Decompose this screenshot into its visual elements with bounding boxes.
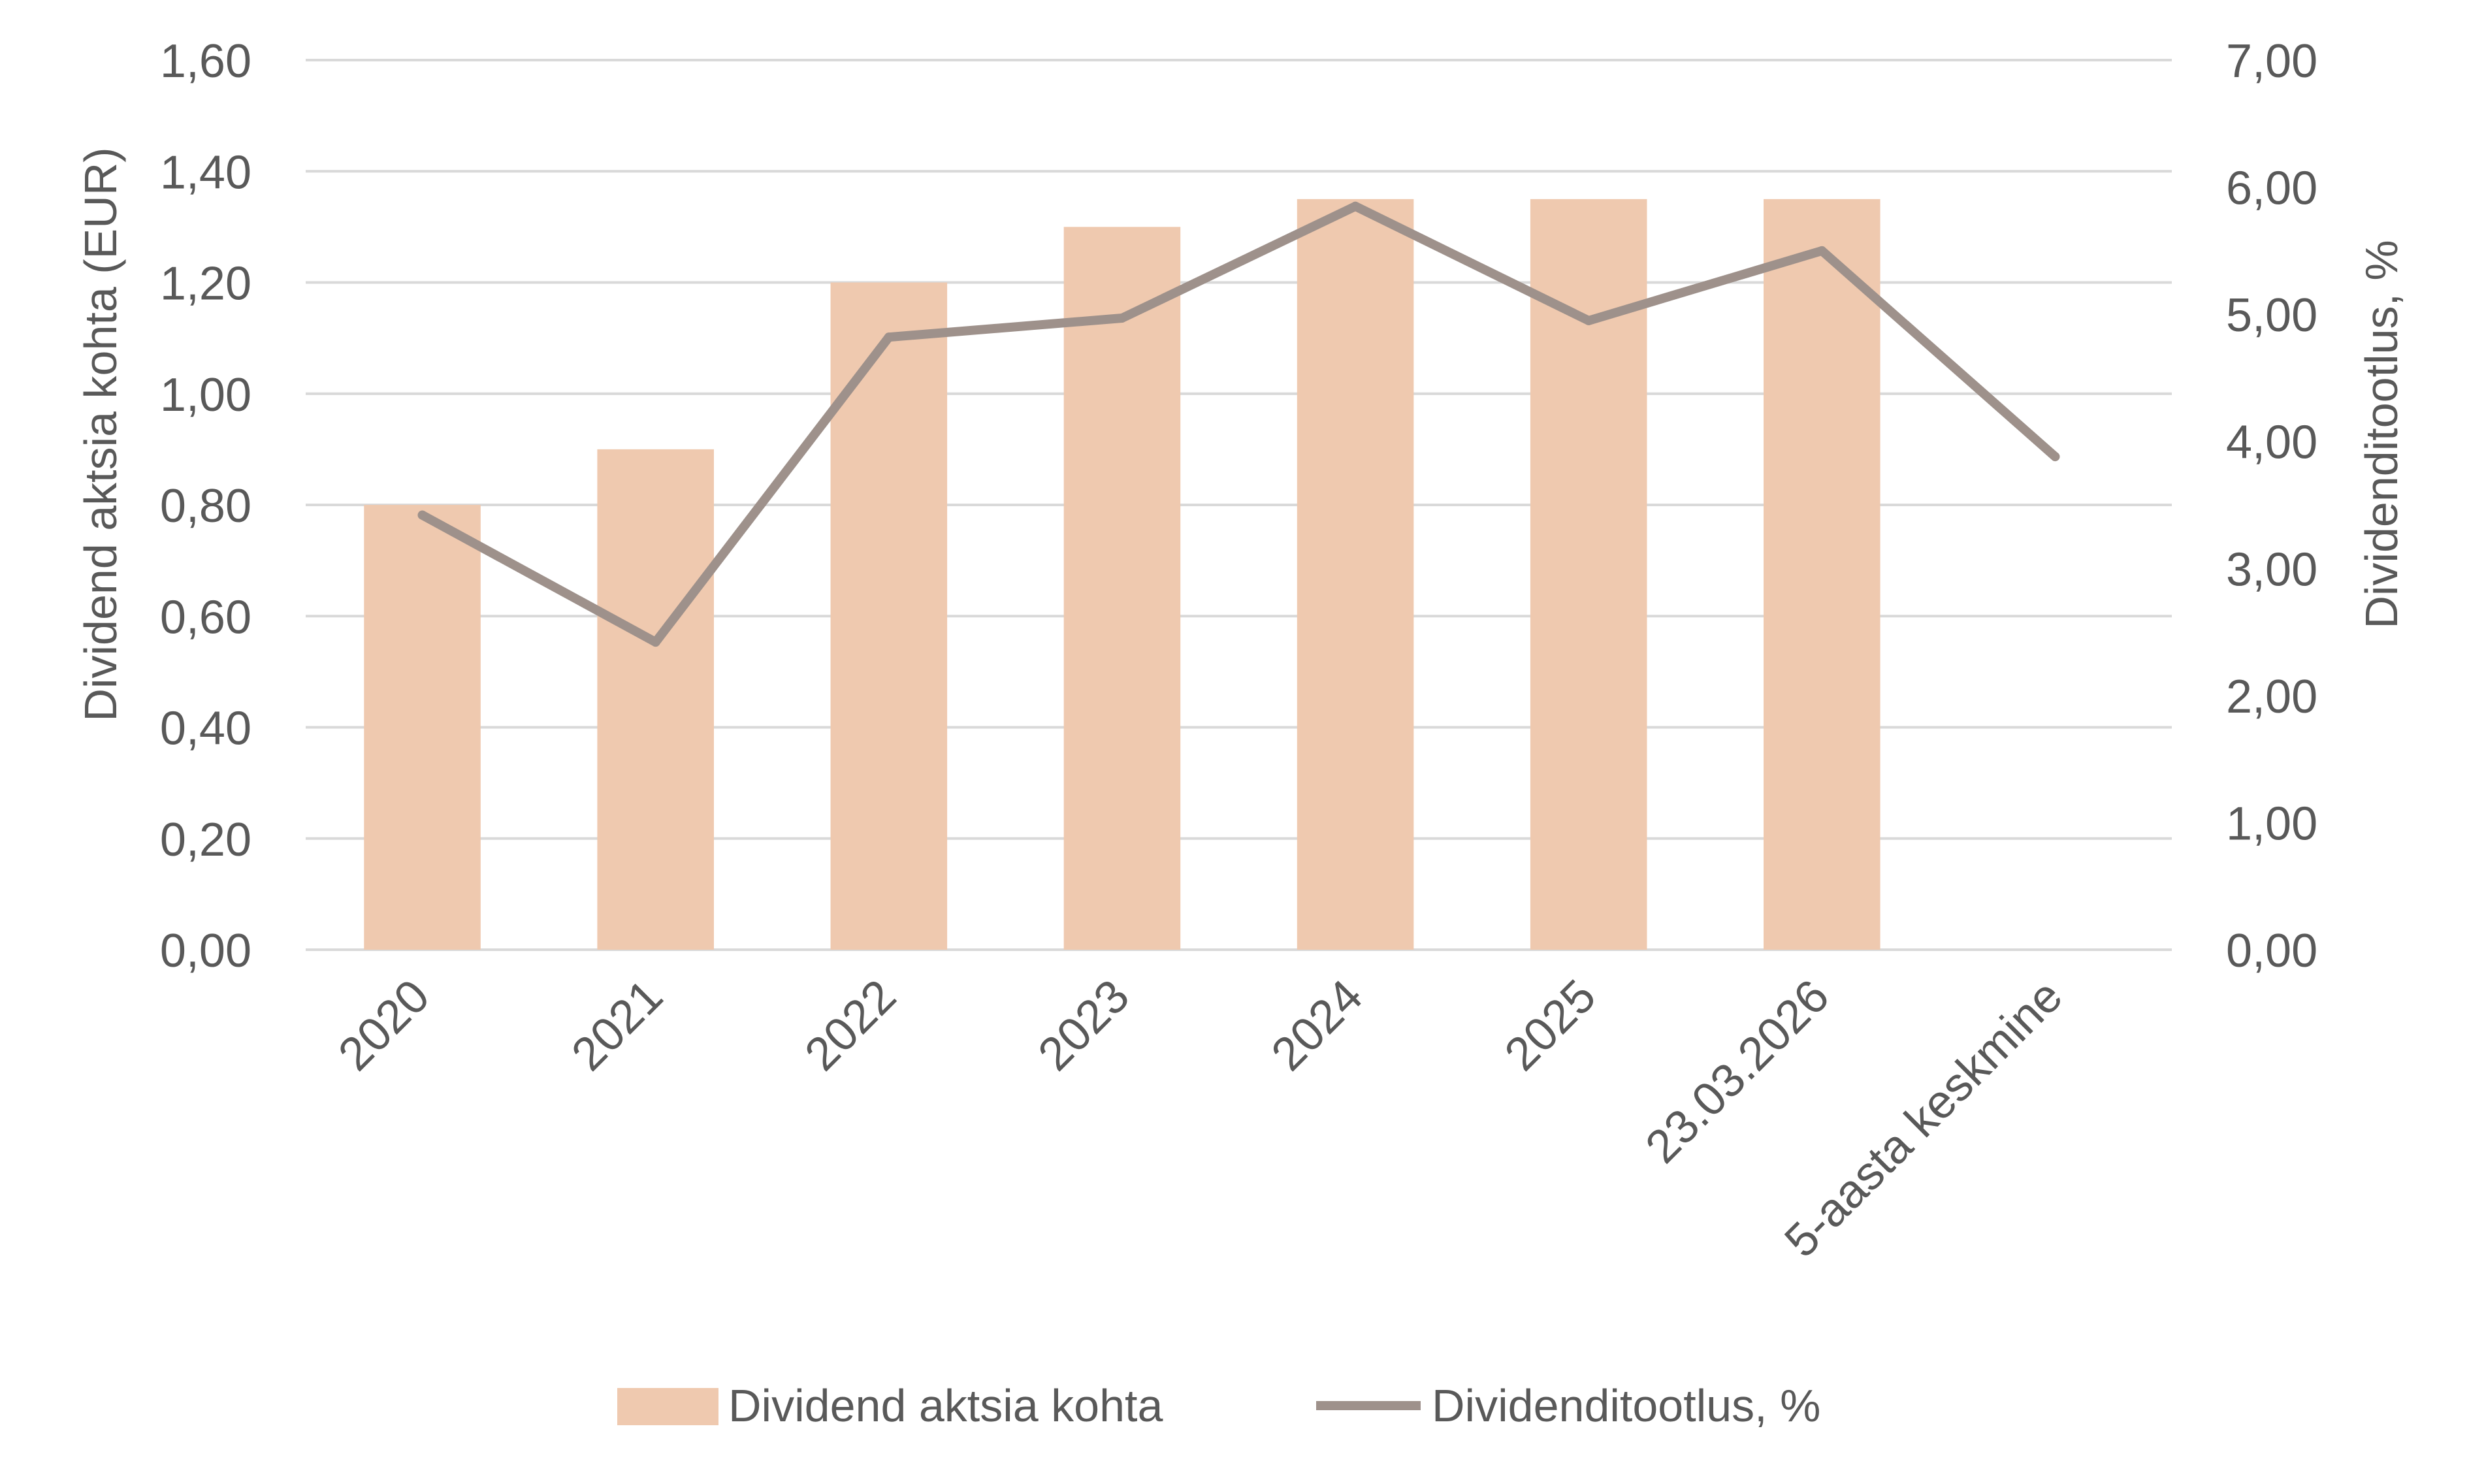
bar <box>1764 199 1880 950</box>
line-point <box>2050 452 2060 462</box>
right-axis-label: Dividenditootlus, % <box>2356 240 2407 628</box>
left-tick-label: 0,40 <box>160 703 251 755</box>
bar <box>830 282 948 950</box>
right-axis-ticks: 0,00 1,00 2,00 3,00 4,00 5,00 6,00 7,00 <box>2226 35 2317 977</box>
line-point <box>884 332 894 342</box>
left-tick-label: 0,00 <box>160 925 251 977</box>
left-tick-label: 1,40 <box>160 146 251 199</box>
right-tick-label: 1,00 <box>2226 798 2317 850</box>
bar <box>1297 199 1414 950</box>
line-point <box>1117 313 1127 323</box>
line-series <box>417 201 2060 647</box>
left-tick-label: 0,60 <box>160 591 251 643</box>
line-point <box>1351 201 1361 211</box>
legend-bar-swatch <box>617 1388 718 1425</box>
right-tick-label: 3,00 <box>2226 543 2317 596</box>
right-tick-label: 4,00 <box>2226 417 2317 469</box>
bar <box>1063 227 1181 950</box>
left-axis-label: Dividend aktsia kohta (EUR) <box>75 147 126 721</box>
line-point <box>1817 246 1827 255</box>
left-tick-label: 1,20 <box>160 258 251 310</box>
bar <box>364 505 481 950</box>
line-point <box>417 510 427 520</box>
left-axis-ticks: 0,00 0,20 0,40 0,60 0,80 1,00 1,20 1,40 1,60 <box>160 35 251 977</box>
legend: Dividend aktsia kohta Dividenditootlus, … <box>617 1380 1820 1431</box>
legend-line-label: Dividenditootlus, % <box>1432 1380 1820 1431</box>
left-tick-label: 1,60 <box>160 35 251 88</box>
line-point <box>1584 315 1594 325</box>
yield-line <box>417 201 2060 647</box>
right-tick-label: 0,00 <box>2226 925 2317 977</box>
left-tick-label: 1,00 <box>160 369 251 421</box>
line-point <box>651 637 660 647</box>
bar <box>597 449 714 950</box>
bar-series <box>364 199 1880 950</box>
left-tick-label: 0,20 <box>160 814 251 866</box>
right-tick-label: 5,00 <box>2226 289 2317 342</box>
right-tick-label: 2,00 <box>2226 671 2317 723</box>
right-tick-label: 7,00 <box>2226 35 2317 88</box>
left-tick-label: 0,80 <box>160 480 251 532</box>
legend-bar-label: Dividend aktsia kohta <box>728 1380 1163 1431</box>
right-tick-label: 6,00 <box>2226 163 2317 215</box>
